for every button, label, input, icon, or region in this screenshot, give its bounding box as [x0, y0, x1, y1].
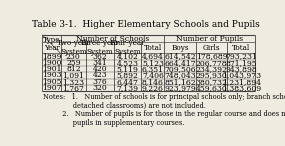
Text: 380,732: 380,732	[196, 78, 227, 86]
Text: 923,979: 923,979	[164, 84, 196, 92]
Text: 1,323: 1,323	[62, 78, 84, 86]
Text: Number of Pupils: Number of Pupils	[176, 35, 243, 43]
Text: 793,231: 793,231	[225, 53, 257, 61]
Text: 4,694: 4,694	[142, 53, 164, 61]
Text: 709,506: 709,506	[164, 65, 196, 73]
Text: Total: Total	[144, 44, 162, 52]
Text: 7,406: 7,406	[142, 71, 164, 79]
Text: 6,447: 6,447	[117, 78, 139, 86]
Text: 7,139: 7,139	[117, 84, 139, 92]
Text: 812: 812	[66, 65, 81, 73]
Text: Notes:   1.   Number of schools is for principal schools only; branch schools (o: Notes: 1. Number of schools is for princ…	[43, 93, 285, 101]
Text: 2.   Number of pupils is for those in the regular course and does not include: 2. Number of pupils is for those in the …	[43, 110, 285, 118]
Text: 1,043,973: 1,043,973	[222, 71, 261, 79]
Text: 206,778: 206,778	[196, 59, 227, 67]
Text: Table 3-1.  Higher Elementary Schools and Pupils: Table 3-1. Higher Elementary Schools and…	[32, 20, 260, 29]
Text: Total: Total	[232, 44, 251, 52]
Text: 5,892: 5,892	[117, 71, 139, 79]
Text: 664,417: 664,417	[164, 59, 196, 67]
Text: 943,898: 943,898	[225, 65, 257, 73]
Text: 851,162: 851,162	[164, 78, 196, 86]
Text: 5,119: 5,119	[117, 65, 139, 73]
Text: 614,542: 614,542	[164, 53, 196, 61]
Text: Number of Schools: Number of Schools	[76, 35, 149, 43]
Text: 295,930: 295,930	[196, 71, 227, 79]
Text: 1900: 1900	[42, 59, 61, 67]
Text: 1907: 1907	[42, 84, 61, 92]
Text: 6,351: 6,351	[142, 65, 164, 73]
Text: 1,091: 1,091	[62, 71, 84, 79]
Text: 4,102: 4,102	[117, 53, 139, 61]
Text: Four-year
System: Four-year System	[110, 39, 145, 57]
Text: Three-year
System: Three-year System	[80, 39, 120, 57]
Text: 1,767: 1,767	[62, 84, 84, 92]
Text: 362: 362	[92, 53, 107, 61]
Text: Type: Type	[43, 35, 60, 44]
Text: 178,689: 178,689	[196, 53, 227, 61]
Text: 1901: 1901	[42, 65, 61, 73]
Text: 341: 341	[92, 59, 107, 67]
Text: 1,383,609: 1,383,609	[222, 84, 261, 92]
Text: 1899: 1899	[42, 53, 61, 61]
Text: Year: Year	[44, 44, 60, 52]
Text: 9,226: 9,226	[142, 84, 164, 92]
Text: pupils in supplementary courses.: pupils in supplementary courses.	[43, 119, 185, 127]
Text: 4,523: 4,523	[117, 59, 139, 67]
Text: 1903: 1903	[42, 71, 61, 79]
Text: 8,146: 8,146	[142, 78, 164, 86]
Text: 748,043: 748,043	[164, 71, 196, 79]
Text: detached classrooms) are not included.: detached classrooms) are not included.	[43, 102, 206, 110]
Text: 423: 423	[92, 71, 107, 79]
Text: 1905: 1905	[42, 78, 61, 86]
Text: 871,195: 871,195	[225, 59, 257, 67]
Text: 320: 320	[92, 84, 107, 92]
Text: 376: 376	[92, 78, 107, 86]
Text: 5,123: 5,123	[142, 59, 164, 67]
Text: 1,231,894: 1,231,894	[222, 78, 261, 86]
Text: 420: 420	[92, 65, 107, 73]
Text: 259: 259	[66, 59, 81, 67]
Text: Girls: Girls	[203, 44, 220, 52]
Text: Two-year
System: Two-year System	[56, 39, 90, 57]
Text: 234,392: 234,392	[196, 65, 227, 73]
Text: 230: 230	[66, 53, 81, 61]
Text: Boys: Boys	[171, 44, 189, 52]
Text: 459,630: 459,630	[196, 84, 227, 92]
